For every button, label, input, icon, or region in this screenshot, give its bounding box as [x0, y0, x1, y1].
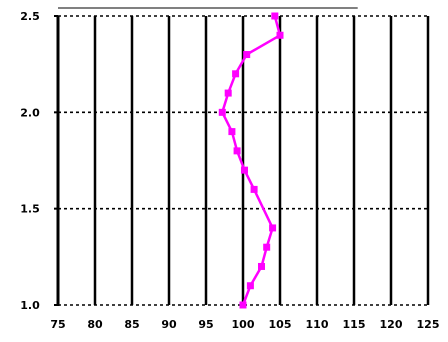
y-tick-label: 1.5: [20, 203, 40, 216]
axes: [54, 7, 358, 306]
data-point-marker: [233, 147, 241, 155]
x-tick-label: 125: [417, 318, 440, 331]
x-tick-label: 105: [269, 318, 292, 331]
y-tick-label: 2.0: [20, 106, 40, 119]
data-point-marker: [246, 282, 254, 290]
x-tick-label: 85: [124, 318, 139, 331]
x-tick-label: 95: [198, 318, 213, 331]
data-point-marker: [258, 262, 265, 270]
grid: [58, 15, 430, 306]
data-point-marker: [240, 166, 248, 174]
data-point-marker: [232, 70, 240, 78]
data-point-marker: [228, 128, 236, 136]
data-point-marker: [271, 12, 279, 20]
data-point-marker: [218, 108, 226, 116]
x-tick-label: 120: [380, 318, 403, 331]
data-point-marker: [224, 89, 232, 97]
data-point-marker: [243, 51, 251, 59]
x-tick-label: 100: [232, 318, 255, 331]
data-point-marker: [269, 224, 277, 232]
data-point-marker: [263, 243, 271, 251]
y-tick-label: 2.5: [20, 10, 40, 23]
data-point-marker: [250, 185, 258, 193]
x-tick-label: 115: [343, 318, 366, 331]
series: [218, 12, 284, 309]
x-tick-label: 80: [87, 318, 103, 331]
x-tick-label: 90: [161, 318, 177, 331]
series-line: [221, 15, 282, 306]
data-point-marker: [239, 301, 247, 309]
x-tick-labels: 75 80 85 90 95 100 105 110 115 120 125: [50, 318, 439, 331]
x-tick-label: 110: [306, 318, 329, 331]
y-tick-labels: 1.0 1.5 2.0 2.5: [20, 10, 40, 312]
y-tick-label: 1.0: [20, 299, 40, 312]
x-tick-label: 75: [50, 318, 65, 331]
data-point-marker: [276, 31, 284, 39]
